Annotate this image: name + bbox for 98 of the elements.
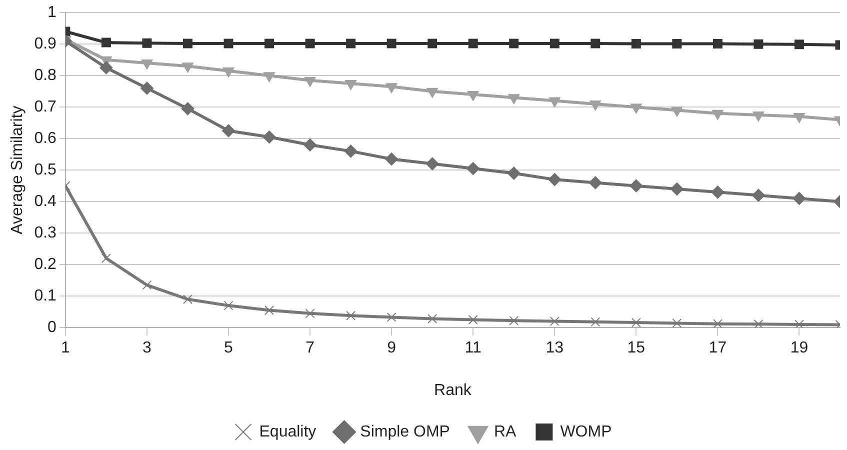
- point: [386, 38, 396, 48]
- point: [467, 91, 479, 101]
- point: [183, 38, 192, 48]
- point: [222, 124, 236, 138]
- point: [346, 38, 356, 48]
- point: [752, 111, 764, 122]
- legend-label: Equality: [259, 423, 316, 440]
- x-tick-label: 19: [790, 340, 808, 357]
- x-axis-title: Rank: [434, 382, 472, 399]
- point: [794, 40, 804, 50]
- point: [385, 152, 398, 166]
- point: [588, 176, 602, 190]
- point: [141, 60, 153, 70]
- y-tick-label: 0.6: [34, 130, 57, 148]
- point: [182, 62, 194, 73]
- point: [630, 104, 642, 114]
- point: [548, 97, 560, 108]
- point: [344, 144, 358, 158]
- point: [630, 179, 643, 192]
- point: [100, 61, 113, 74]
- legend-label: WOMP: [560, 423, 612, 440]
- point: [590, 100, 602, 110]
- point: [792, 192, 806, 205]
- point: [508, 94, 520, 104]
- point: [631, 39, 641, 49]
- point: [181, 102, 194, 116]
- point: [670, 182, 684, 196]
- point: [794, 113, 805, 124]
- point: [140, 82, 154, 95]
- point: [590, 317, 600, 327]
- point: [711, 186, 724, 199]
- point: [672, 318, 682, 328]
- point: [509, 38, 519, 48]
- y-tick-label: 0.3: [34, 224, 57, 242]
- point: [550, 38, 560, 48]
- point: [671, 106, 683, 117]
- point: [224, 300, 234, 310]
- x-tick-label: 1: [60, 340, 70, 357]
- y-tick-label: 0.2: [34, 256, 57, 274]
- point: [142, 280, 152, 290]
- y-tick-label: 0.4: [34, 193, 57, 210]
- point: [468, 314, 478, 324]
- point: [183, 294, 192, 304]
- point: [754, 319, 764, 328]
- point: [466, 162, 480, 176]
- point: [345, 80, 356, 90]
- point: [426, 157, 439, 170]
- point: [509, 316, 519, 326]
- point: [386, 83, 398, 94]
- point: [304, 138, 317, 152]
- point: [264, 72, 275, 82]
- point: [672, 39, 682, 49]
- point: [590, 38, 600, 48]
- point: [305, 38, 315, 48]
- x-tick-label: 9: [387, 340, 396, 357]
- point: [346, 310, 356, 320]
- point: [386, 312, 396, 322]
- legend-label: RA: [494, 423, 517, 440]
- x-tick-label: 13: [546, 340, 564, 357]
- legend-label: Simple OMP: [360, 423, 450, 440]
- point: [264, 306, 274, 316]
- point: [426, 88, 438, 98]
- x-tick-label: 11: [464, 340, 482, 357]
- point: [101, 38, 111, 48]
- point: [752, 188, 765, 202]
- point: [262, 130, 276, 144]
- x-tick-label: 15: [627, 340, 646, 357]
- point: [712, 39, 722, 49]
- point: [304, 76, 316, 87]
- point: [712, 319, 722, 328]
- point: [631, 318, 641, 328]
- y-tick-label: 0.8: [34, 67, 57, 84]
- y-axis-title: Average Similarity: [9, 106, 26, 234]
- point: [224, 38, 234, 48]
- point: [754, 39, 764, 49]
- point: [101, 254, 111, 264]
- x-tick-label: 17: [708, 340, 727, 357]
- x-tick-label: 3: [142, 340, 152, 357]
- point: [548, 173, 562, 186]
- point: [550, 316, 560, 326]
- point: [428, 314, 438, 324]
- x-tick-label: 7: [306, 340, 315, 357]
- point: [712, 110, 724, 120]
- point: [305, 308, 315, 318]
- point: [428, 38, 438, 48]
- point: [222, 67, 234, 78]
- y-tick-label: 0.7: [34, 98, 57, 116]
- y-tick-label: 0.5: [34, 162, 57, 179]
- point: [468, 38, 478, 48]
- y-tick-label: 0: [48, 319, 57, 336]
- y-tick-label: 1: [48, 4, 57, 22]
- y-tick-label: 0.9: [34, 36, 57, 53]
- y-tick-label: 0.1: [34, 288, 57, 305]
- point: [142, 38, 152, 48]
- point: [507, 166, 520, 180]
- x-tick-label: 5: [224, 340, 234, 357]
- point: [794, 320, 804, 328]
- point: [264, 38, 274, 48]
